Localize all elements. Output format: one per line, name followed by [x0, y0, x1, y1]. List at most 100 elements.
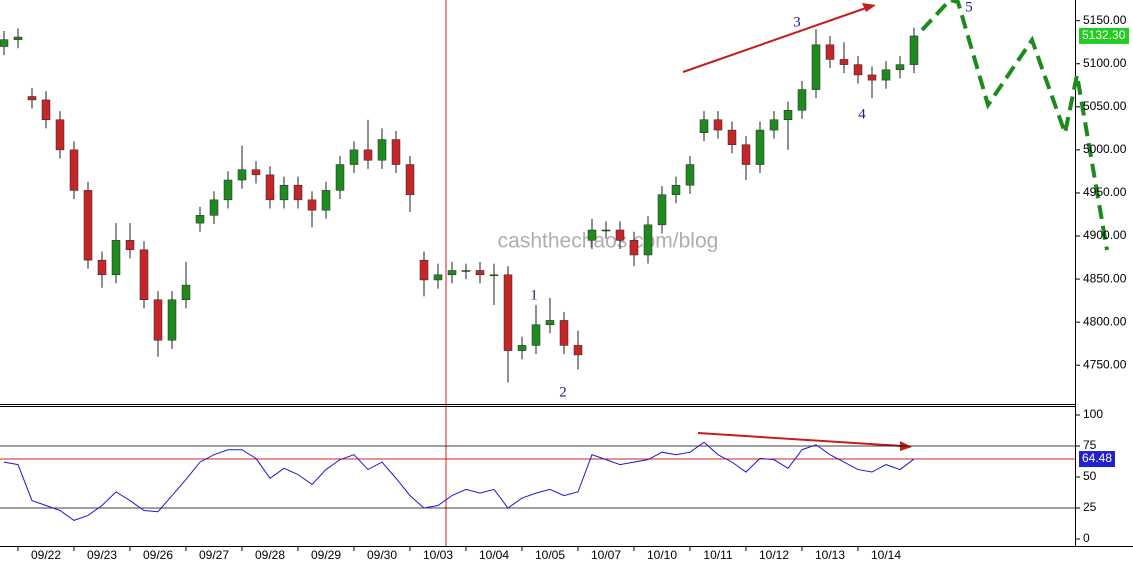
candle-body [433, 274, 443, 281]
x-tick-label: 09/23 [87, 548, 117, 562]
candle-body [531, 324, 541, 346]
y-tick-label: 75 [1083, 438, 1097, 452]
candle-body [881, 69, 891, 81]
x-tick-label: 10/05 [535, 548, 565, 562]
x-tick-label: 09/26 [143, 548, 173, 562]
candle-body [517, 345, 527, 351]
candle-body [237, 169, 247, 181]
candle-body [601, 229, 611, 232]
candle-body [195, 215, 205, 224]
x-tick-label: 09/27 [199, 548, 229, 562]
wave-label: 2 [559, 384, 567, 400]
candle-body [685, 164, 695, 186]
y-tick-label: 4850.00 [1083, 271, 1127, 285]
candle-body [447, 270, 457, 276]
candle-body [209, 199, 219, 216]
candle-body [489, 274, 499, 277]
last-price-box [1079, 27, 1129, 44]
y-tick-label: 100 [1083, 407, 1103, 421]
candle-body [587, 229, 597, 241]
y-tick-label: 5100.00 [1083, 56, 1127, 70]
candle-body [615, 229, 625, 241]
x-tick-label: 10/14 [871, 548, 901, 562]
candle-body [699, 119, 709, 133]
y-tick-label: 50 [1083, 469, 1097, 483]
x-tick-label: 10/04 [479, 548, 509, 562]
candle-body [461, 270, 471, 272]
wave-label: 4 [858, 106, 866, 122]
x-tick-label: 09/30 [367, 548, 397, 562]
candle-body [755, 129, 765, 165]
candle-body [405, 164, 415, 195]
candle-body [27, 96, 37, 101]
candle-body [307, 199, 317, 211]
wave-label: 3 [793, 14, 801, 30]
candle-body [251, 169, 261, 176]
rsi-line [3, 441, 915, 521]
candle-body [111, 240, 121, 276]
candle-body [391, 139, 401, 165]
y-tick-label: 4800.00 [1083, 314, 1127, 328]
candle-body [643, 224, 653, 256]
candle-body [867, 74, 877, 81]
candle-body [545, 320, 555, 326]
candle-body [97, 259, 107, 276]
candle-body [853, 64, 863, 76]
candle-body [55, 119, 65, 151]
arrow-head [862, 3, 876, 12]
candle-body [783, 110, 793, 120]
candle-body [671, 184, 681, 195]
watermark: cashthechaos.com/blog [498, 230, 719, 253]
candle-body [69, 149, 79, 191]
x-tick-label: 09/28 [255, 548, 285, 562]
candle-body [363, 149, 373, 161]
y-tick-label: 5000.00 [1083, 142, 1127, 156]
x-tick-label: 09/22 [31, 548, 61, 562]
candle-body [839, 59, 849, 65]
candle-body [321, 190, 331, 211]
x-tick-label: 10/07 [591, 548, 621, 562]
y-tick-label: 4750.00 [1083, 357, 1127, 371]
candle-body [153, 299, 163, 341]
candle-body [335, 164, 345, 191]
candle-body [629, 240, 639, 256]
wave-label: 1 [530, 287, 538, 303]
last-value-label: 64.48 [1082, 451, 1112, 465]
candle-body [223, 179, 233, 201]
candle-body [293, 184, 303, 201]
candle-body [475, 270, 485, 276]
trend-arrow [682, 7, 867, 73]
candle-body [13, 36, 23, 40]
last-price-label: 5132.30 [1082, 28, 1126, 42]
x-tick-label: 10/10 [647, 548, 677, 562]
candle-body [279, 184, 289, 201]
candle-body [83, 190, 93, 261]
candle-body [573, 345, 583, 356]
y-tick-label: 5050.00 [1083, 99, 1127, 113]
candle-body [797, 89, 807, 111]
x-tick-label: 10/13 [815, 548, 845, 562]
candle-body [559, 320, 569, 346]
candle-body [657, 194, 667, 226]
y-tick-label: 5150.00 [1083, 13, 1127, 27]
candle-body [741, 144, 751, 165]
candle-body [0, 39, 9, 47]
candle-body [769, 119, 779, 131]
candle-body [419, 259, 429, 281]
candle-body [727, 129, 737, 145]
candle-body [895, 64, 905, 71]
x-tick-label: 10/11 [703, 548, 732, 562]
trend-arrow [697, 432, 903, 447]
x-tick-label: 10/03 [423, 548, 453, 562]
candle-body [167, 299, 177, 341]
candle-body [909, 35, 919, 65]
candle-body [265, 174, 275, 201]
y-tick-label: 25 [1083, 500, 1097, 514]
candle-body [41, 99, 51, 120]
y-tick-label: 4900.00 [1083, 228, 1127, 242]
candle-body [181, 284, 191, 301]
candle-body [377, 139, 387, 161]
